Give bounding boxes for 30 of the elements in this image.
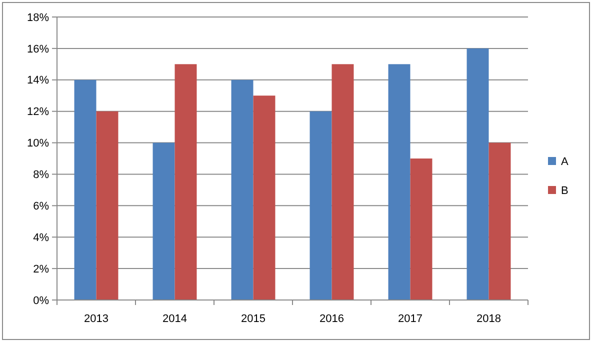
bar: [152, 142, 175, 300]
bar: [310, 111, 332, 300]
y-tick-label: 2%: [33, 263, 50, 276]
y-tick-label: 8%: [33, 169, 50, 182]
bar: [332, 64, 354, 300]
y-tick-label: 14%: [26, 74, 50, 87]
x-tick-label: 2018: [476, 313, 501, 325]
x-tick-label: 2014: [162, 313, 187, 325]
y-tick-label: 10%: [26, 138, 50, 150]
x-tick-label: 2016: [320, 313, 344, 325]
bar: [388, 64, 410, 300]
bar: [410, 158, 432, 300]
y-tick-label: 12%: [26, 106, 50, 118]
y-tick-label: 0%: [33, 294, 50, 307]
x-tick-label: 2015: [241, 313, 266, 325]
bar: [96, 111, 118, 300]
y-tick-label: 16%: [26, 43, 50, 56]
bar: [231, 80, 254, 300]
bar: [174, 64, 197, 300]
bar: [74, 80, 96, 300]
y-tick-label: 6%: [33, 200, 50, 213]
legend-label: A: [561, 156, 569, 168]
y-tick-label: 4%: [33, 232, 50, 244]
legend-label: B: [561, 184, 568, 197]
bar: [466, 48, 489, 300]
bar: [253, 96, 276, 300]
bar: [488, 142, 511, 300]
x-tick-label: 2017: [398, 313, 422, 325]
x-tick-label: 2013: [84, 313, 108, 325]
y-tick-label: 18%: [26, 12, 50, 24]
